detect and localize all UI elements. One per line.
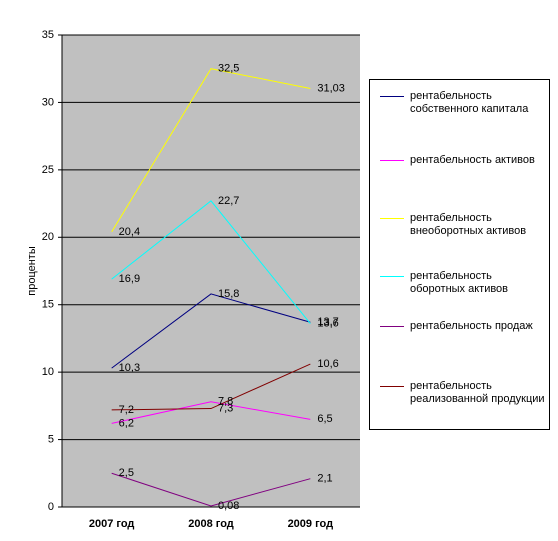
x-tick-label: 2008 год (188, 518, 234, 530)
plot-area (62, 35, 360, 507)
data-label: 13,6 (317, 318, 338, 330)
x-tick-label: 2007 год (89, 518, 135, 530)
y-tick-label: 25 (42, 164, 54, 176)
legend-swatch (380, 276, 404, 277)
legend-label: рентабельность внеоборотных активов (410, 212, 527, 237)
data-label: 10,6 (317, 358, 338, 370)
series-line (111, 293, 311, 369)
legend-item: рентабельность активов (380, 154, 546, 167)
data-label: 20,4 (119, 226, 140, 238)
data-label: 10,3 (119, 362, 140, 374)
legend-swatch (380, 96, 404, 97)
data-label: 32,5 (218, 63, 239, 75)
data-label: 13,7 (317, 316, 338, 328)
y-tick-label: 0 (48, 501, 54, 513)
y-tick-label: 10 (42, 366, 54, 378)
legend-item: рентабельность внеоборотных активов (380, 212, 546, 238)
data-label: 16,9 (119, 273, 140, 285)
legend-label: рентабельность активов (410, 154, 535, 166)
legend-label: рентабельность реализованной продукции (410, 380, 545, 405)
legend-swatch (380, 218, 404, 219)
legend-swatch (380, 160, 404, 161)
series-line (111, 363, 311, 411)
y-tick-label: 35 (42, 29, 54, 41)
legend-label: рентабельность собственного капитала (410, 90, 529, 115)
data-label: 6,2 (119, 417, 134, 429)
legend: рентабельность собственного капитала рент… (369, 79, 550, 430)
data-label: 7,3 (218, 402, 233, 414)
legend-item: рентабельность оборотных активов (380, 270, 546, 296)
data-label: 22,7 (218, 195, 239, 207)
data-label: 0,08 (218, 500, 239, 512)
legend-item: рентабельность продаж (380, 320, 546, 333)
data-label: 15,8 (218, 288, 239, 300)
y-tick-label: 30 (42, 96, 54, 108)
x-tick-label: 2009 год (288, 518, 334, 530)
y-tick-label: 20 (42, 231, 54, 243)
series-line (111, 68, 311, 233)
data-label: 2,5 (119, 467, 134, 479)
series-line (111, 200, 311, 324)
data-label: 7,2 (119, 404, 134, 416)
series-line (111, 401, 311, 424)
data-label: 31,03 (317, 82, 345, 94)
legend-label: рентабельность продаж (410, 320, 533, 332)
legend-swatch (380, 326, 404, 327)
series-line (111, 472, 311, 507)
y-axis-label: проценты (26, 246, 38, 296)
legend-item: рентабельность собственного капитала (380, 90, 546, 116)
legend-item: рентабельность реализованной продукции (380, 380, 546, 406)
data-label: 6,5 (317, 413, 332, 425)
data-label: 2,1 (317, 473, 332, 485)
data-label: 7,8 (218, 396, 233, 408)
y-tick-label: 5 (48, 433, 54, 445)
legend-swatch (380, 386, 404, 387)
y-tick-label: 15 (42, 299, 54, 311)
legend-label: рентабельность оборотных активов (410, 270, 509, 295)
